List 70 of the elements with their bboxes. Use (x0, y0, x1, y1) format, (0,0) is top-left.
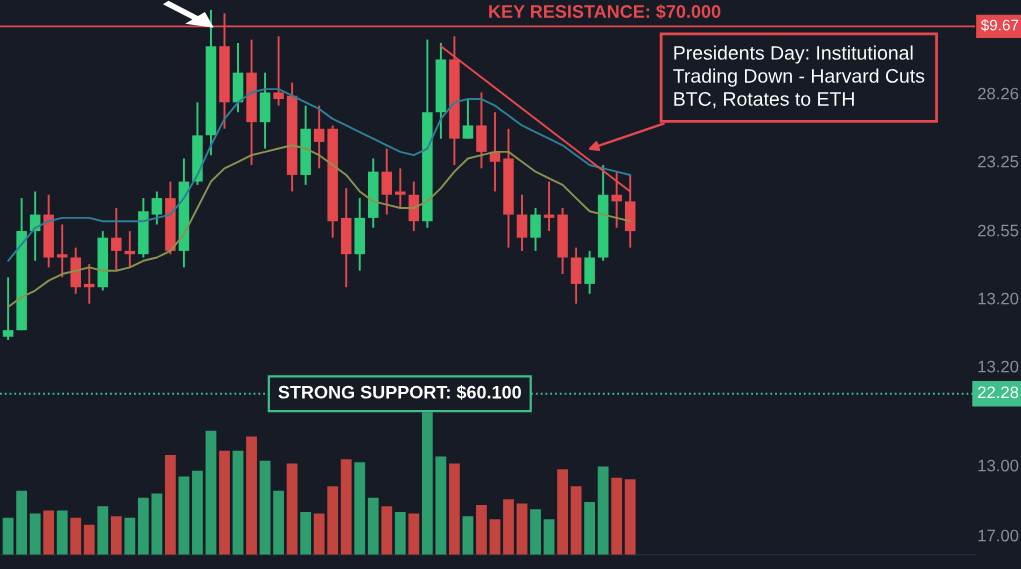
bar (530, 509, 541, 555)
bar (340, 459, 352, 555)
bar (56, 510, 68, 555)
bar (394, 512, 406, 555)
text: 28.55 (978, 224, 1019, 237)
candlestick (395, 167, 406, 209)
bar (300, 512, 312, 555)
bar (557, 469, 568, 555)
bar (16, 490, 28, 555)
bar (2, 517, 14, 555)
bar (151, 493, 163, 555)
bar (516, 503, 528, 555)
bar (110, 516, 122, 555)
text: 28.26 (978, 87, 1019, 100)
bar (584, 502, 596, 555)
bar (178, 476, 190, 555)
bar (421, 412, 433, 555)
bar (476, 504, 487, 555)
bar (381, 506, 393, 555)
bar (570, 486, 582, 555)
text: 13.20 (978, 360, 1019, 373)
text: STRONG SUPPORT: $60.100 (278, 385, 521, 400)
text: 22.28 (978, 386, 1019, 399)
text: 13.20 (978, 292, 1019, 305)
bar (286, 463, 298, 555)
bar (503, 499, 514, 555)
bar (246, 436, 257, 555)
bar (137, 497, 149, 555)
candlestick (381, 147, 393, 216)
bar (29, 513, 41, 555)
bar (232, 450, 244, 555)
bar (435, 456, 447, 555)
text: 17.00 (978, 529, 1019, 542)
candlestick (530, 207, 541, 252)
bar (624, 479, 636, 555)
candlestick (462, 98, 474, 140)
bar (219, 450, 230, 555)
bar (462, 516, 474, 555)
bar (70, 517, 82, 555)
bar (83, 524, 95, 555)
text: $9.67 (980, 19, 1019, 32)
candlestick (313, 104, 325, 170)
bar (164, 455, 176, 555)
bar (124, 517, 136, 555)
candlestick (273, 35, 284, 107)
candlestick (111, 207, 122, 272)
bar (367, 497, 379, 555)
bar (408, 513, 420, 555)
bar (448, 463, 460, 555)
bar (354, 462, 366, 555)
text: 13.00 (978, 459, 1019, 472)
text: Presidents Day: Institutional Trading Down - Harvard Cuts BTC, Rotates to ETH (673, 45, 925, 109)
bar (597, 466, 609, 555)
text: 23.25 (978, 155, 1019, 168)
bar (192, 470, 203, 555)
bar (313, 513, 325, 555)
bar (259, 460, 271, 555)
bar (489, 519, 501, 555)
bar (273, 490, 284, 555)
bar (327, 486, 339, 555)
candlestick (516, 193, 528, 252)
annotation: KEY RESISTANCE: $70.000 (489, 4, 721, 20)
bar (543, 519, 555, 555)
bar (205, 430, 217, 555)
candlestick (151, 190, 163, 226)
candlestick (83, 263, 95, 305)
bar (43, 510, 55, 555)
bar (611, 477, 623, 555)
candlestick (2, 276, 14, 341)
bar (97, 506, 109, 555)
